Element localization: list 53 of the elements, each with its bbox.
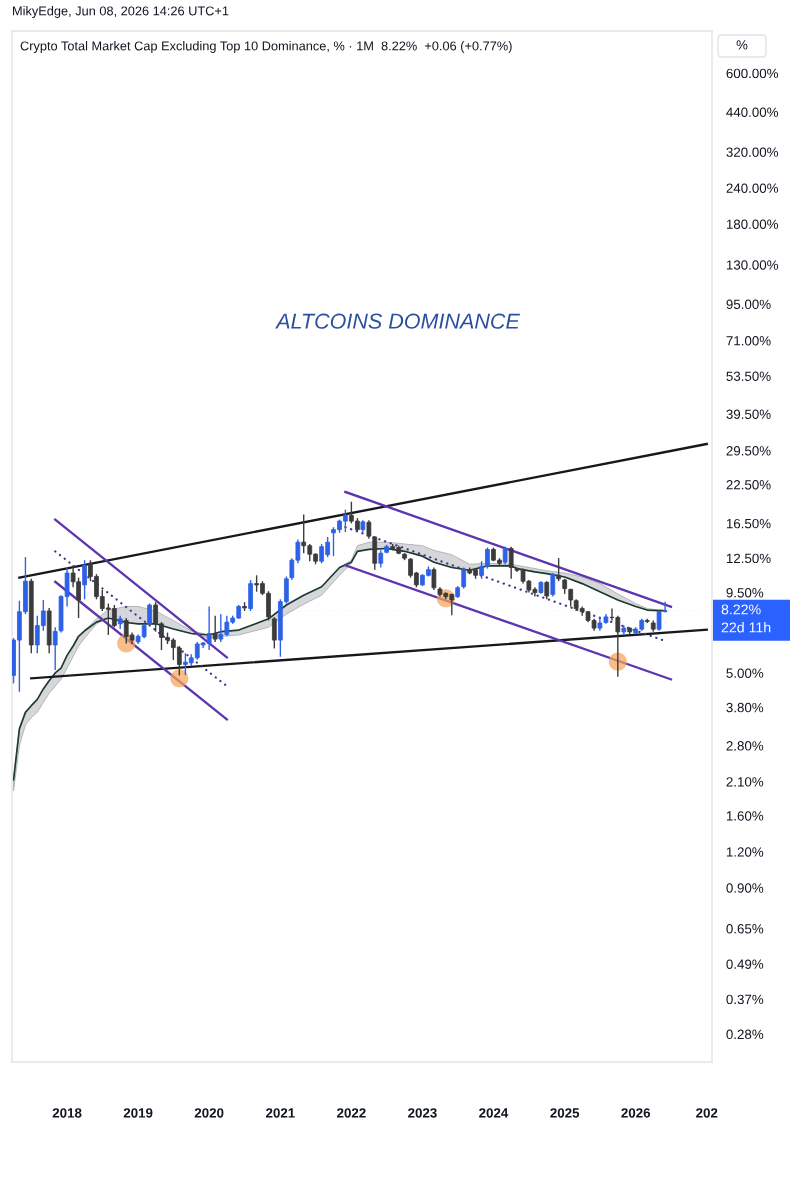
y-tick-label: 130.00% [726,260,779,270]
candlestick [212,614,218,643]
y-tick-label: 320.00% [726,147,779,157]
y-tick-label: 16.50% [726,518,771,529]
y-tick-label: 3.80% [726,702,764,713]
y-tick-label: 2.10% [726,777,764,787]
y-tick-label: 0.28% [726,1029,764,1040]
x-tick-label: 2021 [266,1108,295,1118]
y-tick-label: 0.90% [726,883,764,893]
y-tick-label: 1.20% [726,847,764,857]
ref-line-label: 8.22% [721,604,761,615]
x-tick-label: 2026 [621,1108,651,1118]
y-tick-label: 440.00% [726,107,779,117]
candlestick [82,559,87,600]
candlestick [271,616,277,650]
y-tick-label: 5.00% [726,668,764,678]
candlestick [431,566,437,591]
y-tick-label: 71.00% [726,336,771,346]
text: MikyEdge, Jun 08, 2026 14:26 UTC+1 [13,6,229,18]
y-tick-label: 0.65% [726,924,764,934]
annotation: ALTCOINS DOMINANCE [275,313,521,329]
candlestick [461,566,467,590]
y-tick-label: 0.49% [726,959,764,969]
candlestick [550,572,556,598]
y-tick-label: 95.00% [726,299,771,310]
candlestick [52,626,58,671]
x-tick-label: 2022 [337,1108,366,1118]
y-tick-label: 600.00% [726,68,779,79]
y-tick-label: 39.50% [726,409,771,419]
x-tick-label: 2024 [479,1108,509,1118]
y-tick-label: 0.37% [726,994,764,1005]
text: Crypto Total Market Cap Excluding Top 10 Dominance, % · 1M 8.22% +0.06 (+0.77%) [20,41,512,53]
y-tick-label: 2.80% [726,741,764,751]
y-tick-label: 12.50% [726,553,771,564]
point [170,669,189,688]
x-tick-label: 2025 [550,1108,580,1118]
text: 22d 11h [721,622,771,633]
text: % [736,40,748,50]
x-tick-label: 2018 [52,1108,82,1118]
y-tick-label: 22.50% [726,480,771,490]
x-tick-label: 2020 [194,1108,224,1118]
candlestick [556,557,562,582]
x-tick-label: 2019 [123,1108,153,1118]
candlestick [544,580,550,600]
candlestick [508,545,514,580]
y-tick-label: 29.50% [726,446,771,456]
x-tick-label: 2023 [408,1108,437,1118]
y-tick-label: 1.60% [726,811,764,821]
x-tick-label: 202 [696,1108,718,1118]
y-tick-label: 9.50% [726,588,764,598]
y-tick-label: 53.50% [726,371,771,381]
y-tick-label: 240.00% [726,183,779,193]
y-tick-label: 180.00% [726,219,779,229]
